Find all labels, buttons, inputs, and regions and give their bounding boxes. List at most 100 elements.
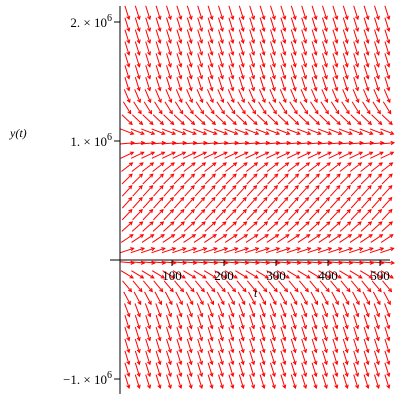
slope-arrow [164, 115, 174, 125]
slope-arrow [299, 186, 308, 196]
slope-arrow [350, 163, 361, 172]
slope-arrow [247, 174, 257, 184]
slope-arrow [125, 303, 130, 316]
slope-arrow [135, 6, 140, 19]
slope-arrow [320, 115, 330, 125]
slope-arrow [351, 186, 360, 196]
slope-arrow [153, 186, 162, 196]
slope-arrow [341, 198, 350, 208]
slope-arrow [300, 102, 307, 114]
slope-arrow [311, 292, 318, 304]
slope-arrow [310, 198, 319, 208]
slope-arrow [155, 292, 162, 304]
slope-arrow [146, 315, 151, 328]
slope-arrow [343, 303, 348, 316]
slope-arrow [299, 222, 309, 231]
slope-arrow [341, 210, 351, 220]
slope-arrow [287, 271, 299, 278]
slope-arrow [208, 303, 213, 316]
slope-arrow [122, 210, 132, 220]
slope-arrow [323, 315, 328, 328]
slope-arrow [174, 115, 184, 125]
slope-arrow [196, 102, 203, 114]
slope-arrow [165, 292, 172, 304]
slope-arrow [133, 210, 143, 220]
slope-arrow [372, 186, 381, 196]
slope-arrow [131, 271, 143, 278]
slope-arrow [226, 115, 236, 125]
slope-arrow [229, 315, 234, 328]
slope-arrow [122, 198, 131, 208]
slope-arrow [226, 198, 235, 208]
slope-arrow [164, 186, 173, 196]
slope-arrow [385, 315, 390, 328]
slope-arrow [207, 292, 214, 304]
slope-arrow [120, 129, 133, 135]
slope-arrow [216, 198, 225, 208]
slope-arrow [330, 210, 340, 220]
slope-arrow [206, 198, 215, 208]
slope-arrow [236, 222, 246, 231]
slope-arrow [195, 210, 205, 220]
slope-arrow [225, 163, 236, 172]
slope-arrow [372, 198, 381, 208]
slope-arrow [281, 303, 286, 316]
slope-arrow [271, 6, 276, 19]
slope-arrow [290, 102, 297, 114]
slope-arrow [260, 315, 265, 328]
slope-arrow [333, 6, 338, 19]
slope-arrow [371, 163, 382, 172]
slope-arrow [340, 163, 351, 172]
slope-arrow [153, 210, 163, 220]
slope-arrow [321, 292, 328, 304]
slope-arrow [375, 6, 380, 19]
slope-arrow [143, 198, 152, 208]
slope-arrow [204, 235, 216, 243]
slope-arrow [205, 163, 216, 172]
slope-arrow [372, 115, 382, 125]
slope-arrow [187, 6, 192, 19]
slope-arrow [146, 6, 151, 19]
slope-arrow [186, 102, 193, 114]
slope-arrow [321, 102, 328, 114]
slope-arrow [156, 303, 161, 316]
slope-arrow [277, 235, 289, 243]
slope-arrow [260, 6, 265, 19]
slope-arrow [198, 6, 203, 19]
slope-arrow [205, 210, 215, 220]
slope-arrow [364, 303, 369, 316]
slope-arrow [312, 303, 317, 316]
slope-arrow [257, 186, 266, 196]
slope-arrow [247, 222, 257, 231]
slope-arrow [122, 174, 132, 184]
slope-arrow [330, 186, 339, 196]
slope-arrow [309, 163, 320, 172]
slope-arrow [184, 222, 194, 231]
slope-arrow [173, 235, 185, 243]
y-tick-label: 1. × 106 [70, 132, 112, 149]
slope-arrow [382, 115, 392, 125]
slope-arrow [289, 186, 298, 196]
slope-arrow [185, 198, 194, 208]
slope-arrow [187, 315, 192, 328]
slope-arrow [122, 115, 132, 125]
slope-arrow [177, 315, 182, 328]
slope-arrow [194, 163, 205, 172]
slope-arrow [184, 174, 194, 184]
slope-arrow [332, 292, 339, 304]
slope-arrow [319, 163, 330, 172]
slope-arrow [237, 210, 247, 220]
slope-arrow [353, 303, 358, 316]
slope-arrow [142, 271, 154, 278]
slope-arrow [372, 210, 382, 220]
slope-arrow [381, 163, 392, 172]
slope-arrow [320, 186, 329, 196]
slope-arrow [362, 198, 371, 208]
slope-arrow [143, 174, 153, 184]
slope-arrow [239, 6, 244, 19]
slope-arrow [143, 210, 153, 220]
slope-arrow [237, 186, 246, 196]
slope-arrow [308, 235, 320, 243]
slope-arrow [351, 281, 360, 292]
slope-arrow [184, 163, 195, 172]
